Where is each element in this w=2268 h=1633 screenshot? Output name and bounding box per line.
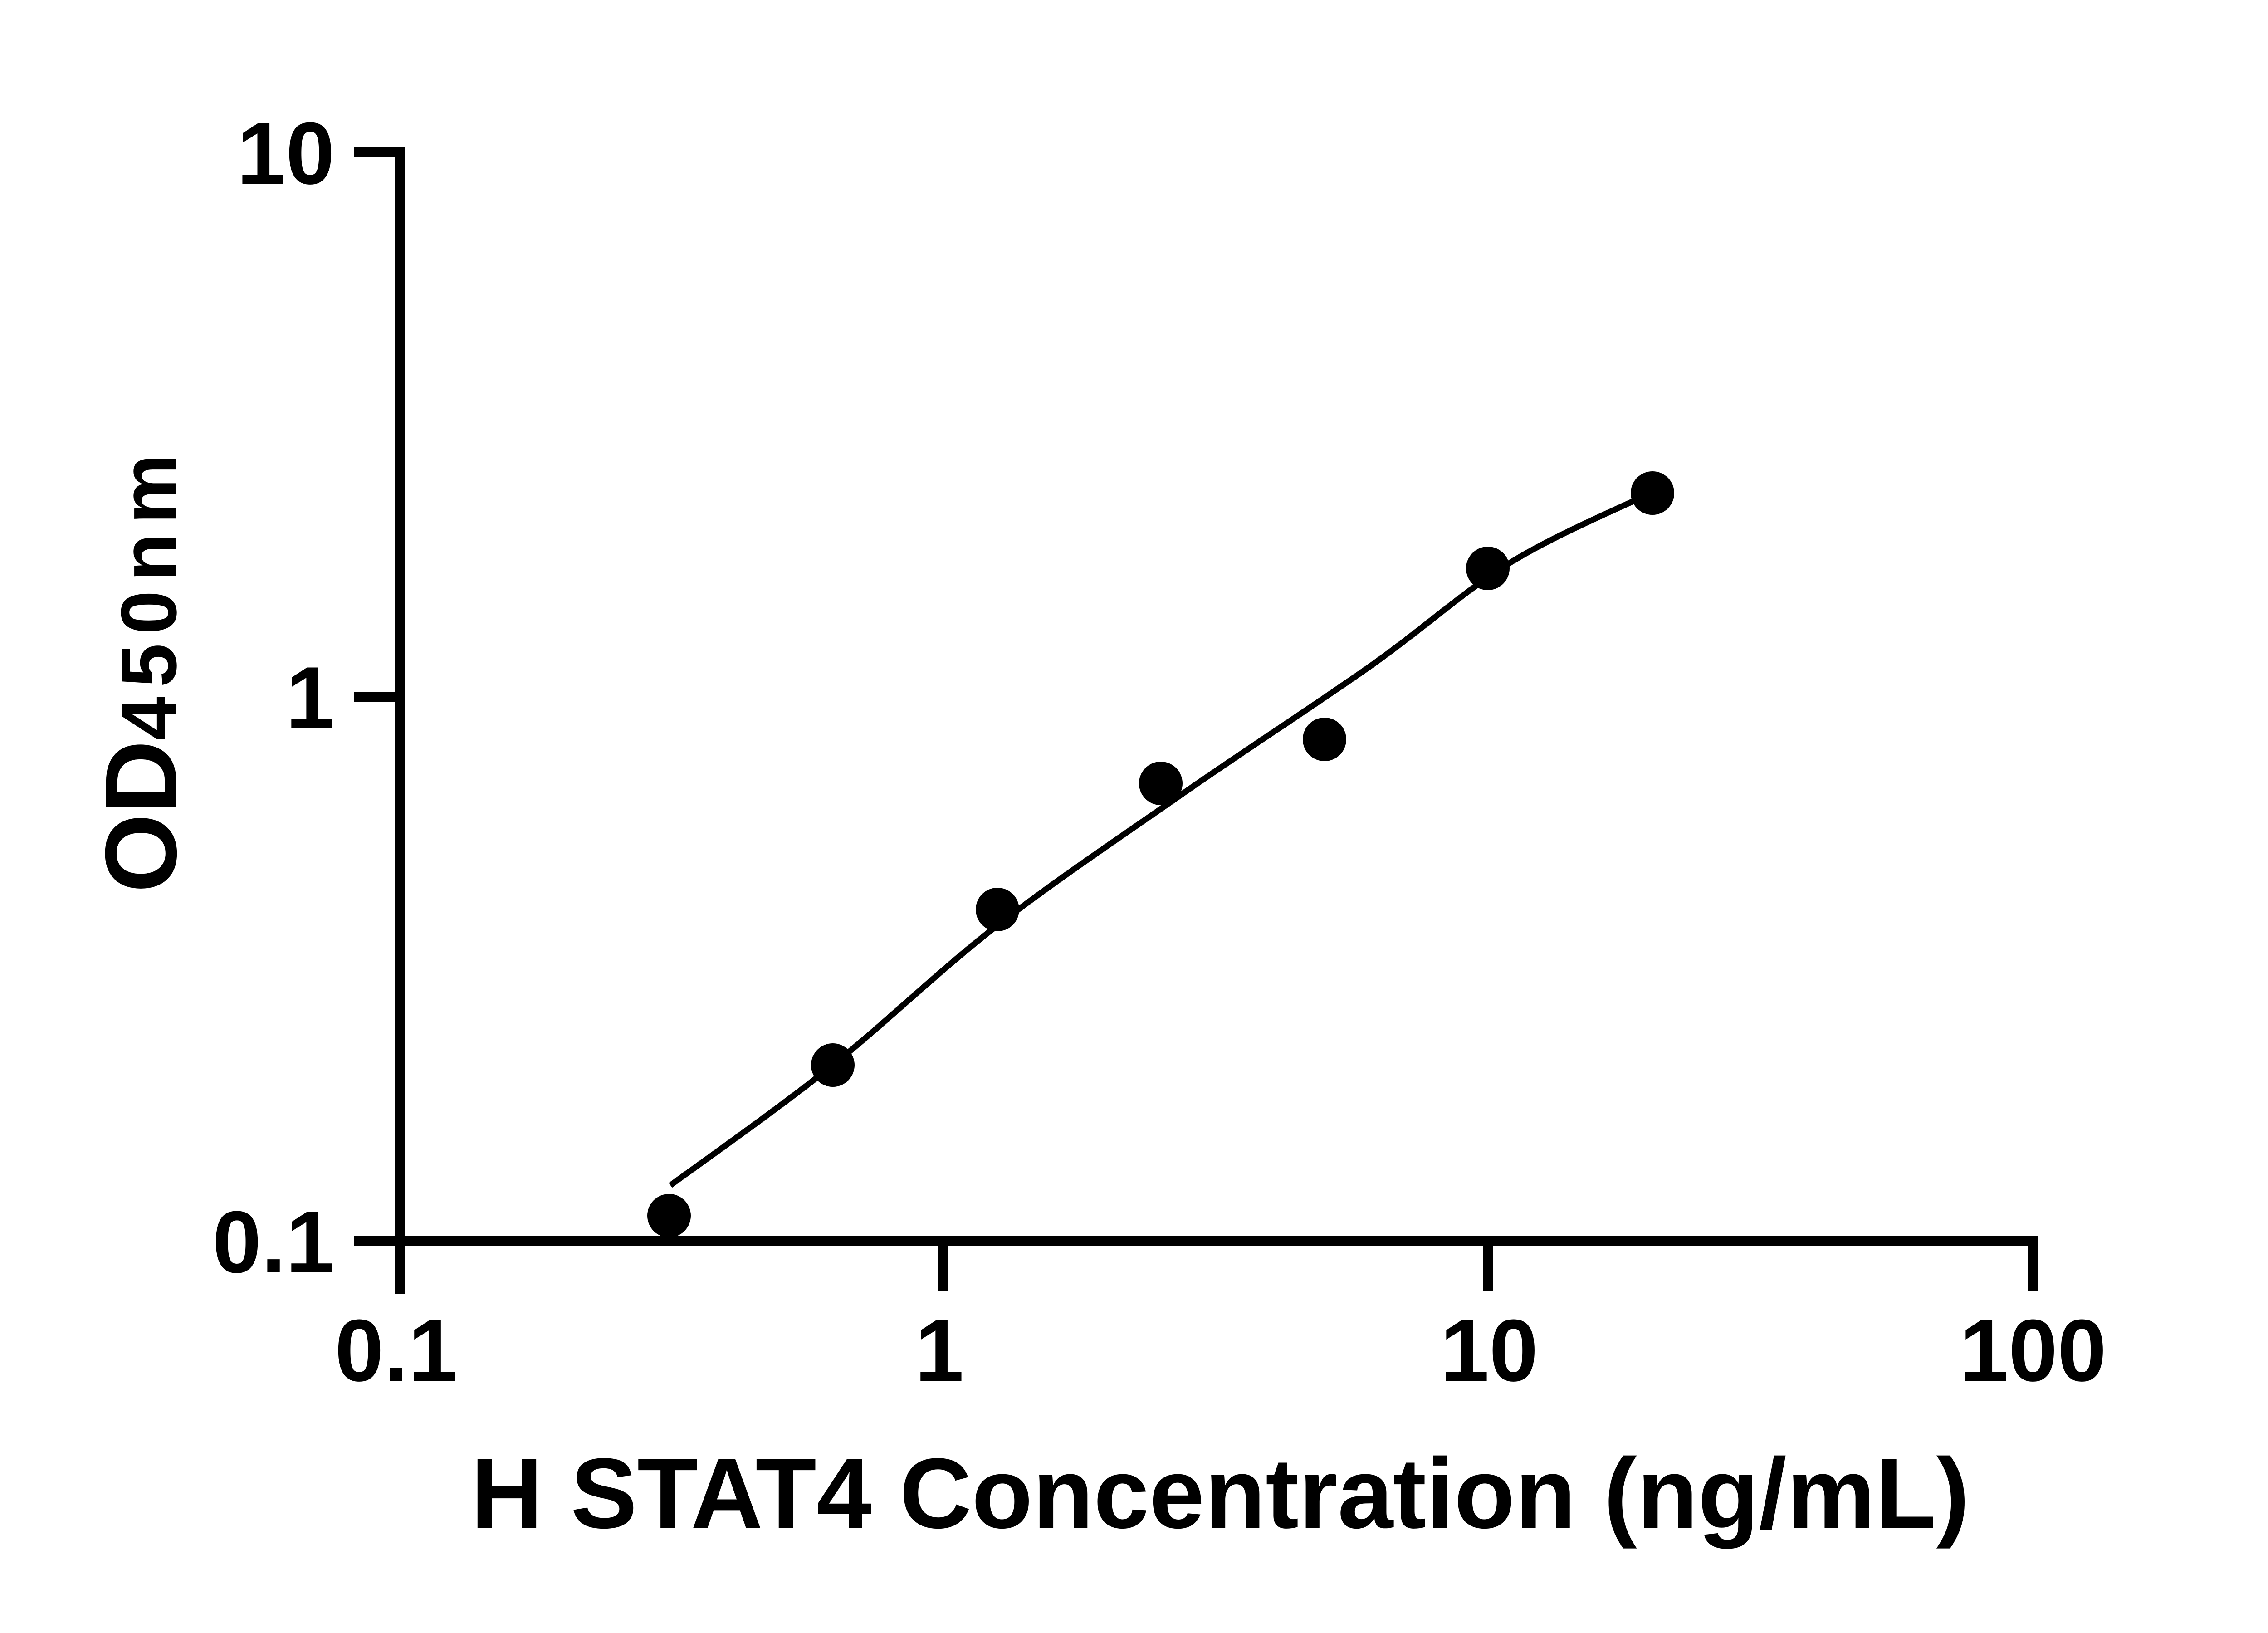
svg-text:0.1: 0.1: [335, 1301, 457, 1400]
svg-text:100: 100: [1960, 1301, 2107, 1400]
svg-text:0.1: 0.1: [212, 1193, 335, 1291]
svg-text:1: 1: [915, 1301, 964, 1400]
svg-text:H STAT4 Concentration (ng/mL): H STAT4 Concentration (ng/mL): [471, 1437, 1970, 1549]
svg-text:OD450nm: OD450nm: [84, 445, 198, 893]
svg-text:10: 10: [237, 104, 335, 203]
svg-text:10: 10: [1440, 1301, 1538, 1400]
svg-text:1: 1: [286, 649, 335, 747]
